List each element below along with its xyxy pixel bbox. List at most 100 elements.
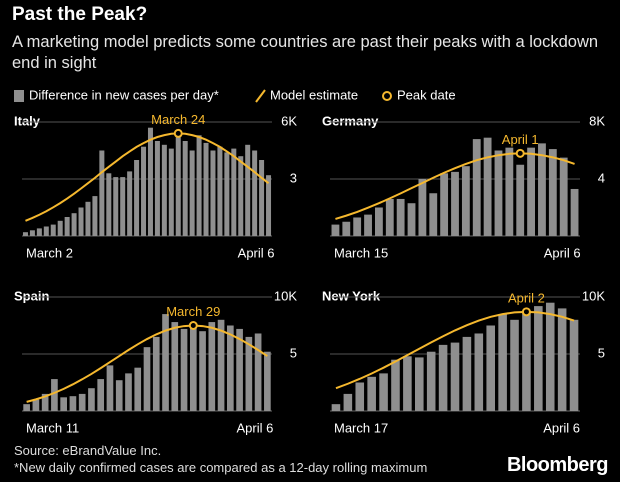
bar: [88, 388, 95, 411]
bar: [115, 380, 123, 411]
panel-title: Spain: [14, 288, 49, 303]
subtitle: A marketing model predicts some countrie…: [12, 33, 599, 72]
bar: [534, 306, 543, 411]
bar: [385, 198, 394, 236]
bar: [396, 198, 405, 236]
bar: [266, 175, 272, 236]
bar: [106, 173, 112, 236]
y-tick-label: 6K: [281, 113, 297, 128]
y-tick-label: 10K: [582, 288, 605, 303]
bar: [203, 142, 209, 236]
peak-marker: [173, 128, 183, 138]
bar: [85, 201, 91, 236]
bar: [210, 150, 216, 236]
logo: Bloomberg: [506, 454, 609, 476]
model-line: [335, 152, 575, 220]
bar: [69, 396, 77, 411]
bar: [51, 379, 58, 411]
bar: [245, 336, 253, 411]
bar: [527, 147, 535, 236]
bar: [391, 359, 400, 411]
bar: [152, 336, 160, 411]
bar: [505, 147, 514, 236]
bar: [161, 144, 167, 236]
x-tick-label: April 6: [544, 245, 581, 260]
bar: [238, 156, 244, 236]
bar: [120, 177, 126, 236]
bar: [199, 331, 206, 411]
bar: [570, 188, 579, 236]
bar: [450, 342, 460, 411]
legend-swatch: [382, 91, 392, 101]
bar: [236, 328, 243, 411]
y-tick-label: 3: [290, 170, 297, 185]
bar: [510, 319, 519, 411]
panel-title: Italy: [14, 113, 41, 128]
bar: [415, 357, 424, 411]
bar: [516, 164, 525, 236]
bar: [403, 356, 412, 411]
bar: [134, 160, 140, 236]
bar: [254, 333, 262, 411]
peak-label: April 2: [508, 290, 545, 305]
bar: [182, 141, 188, 236]
bar: [426, 351, 436, 411]
bar: [245, 144, 251, 236]
bar: [259, 160, 265, 236]
bar: [451, 171, 459, 236]
bar: [486, 325, 495, 411]
bar: [461, 166, 470, 236]
bar: [78, 393, 86, 411]
bar: [43, 226, 49, 236]
panel-title: New York: [322, 288, 381, 303]
peak-marker: [521, 307, 531, 317]
x-tick-label: March 2: [26, 245, 73, 260]
bar: [125, 373, 132, 411]
bar: [343, 393, 353, 411]
bar: [557, 308, 567, 411]
model-line: [26, 324, 268, 403]
bar: [154, 141, 160, 236]
bar: [36, 228, 42, 236]
x-tick-label: March 17: [334, 420, 388, 435]
bar: [522, 310, 531, 411]
bar: [559, 157, 568, 236]
peak-label: March 24: [151, 112, 205, 127]
bar: [168, 148, 174, 236]
bar: [438, 344, 448, 411]
bar: [472, 139, 481, 236]
bar: [127, 171, 133, 236]
bar: [64, 217, 70, 236]
bar: [106, 365, 114, 411]
bar: [494, 150, 503, 236]
bar: [429, 193, 438, 236]
bar: [78, 207, 84, 236]
bar: [331, 404, 341, 411]
bar: [264, 351, 271, 411]
peak-label: April 1: [502, 132, 539, 147]
bar: [231, 148, 237, 236]
bar: [162, 314, 169, 411]
bar: [353, 217, 362, 236]
bar: [474, 333, 484, 411]
bar: [375, 207, 383, 236]
bar: [379, 373, 388, 411]
bar: [208, 322, 216, 411]
peak-label: March 29: [166, 304, 220, 319]
bar: [50, 224, 56, 236]
peak-marker: [188, 321, 198, 330]
bar: [113, 177, 119, 236]
peak-marker: [515, 148, 525, 158]
bar: [60, 397, 67, 411]
bar: [57, 220, 63, 236]
x-tick-label: April 6: [237, 420, 274, 435]
bar: [29, 230, 35, 236]
y-tick-label: 5: [290, 345, 297, 360]
bar: [498, 314, 507, 411]
bar: [252, 150, 258, 236]
x-tick-label: March 11: [26, 420, 79, 435]
title: Past the Peak?: [12, 4, 148, 25]
bar: [143, 347, 151, 411]
